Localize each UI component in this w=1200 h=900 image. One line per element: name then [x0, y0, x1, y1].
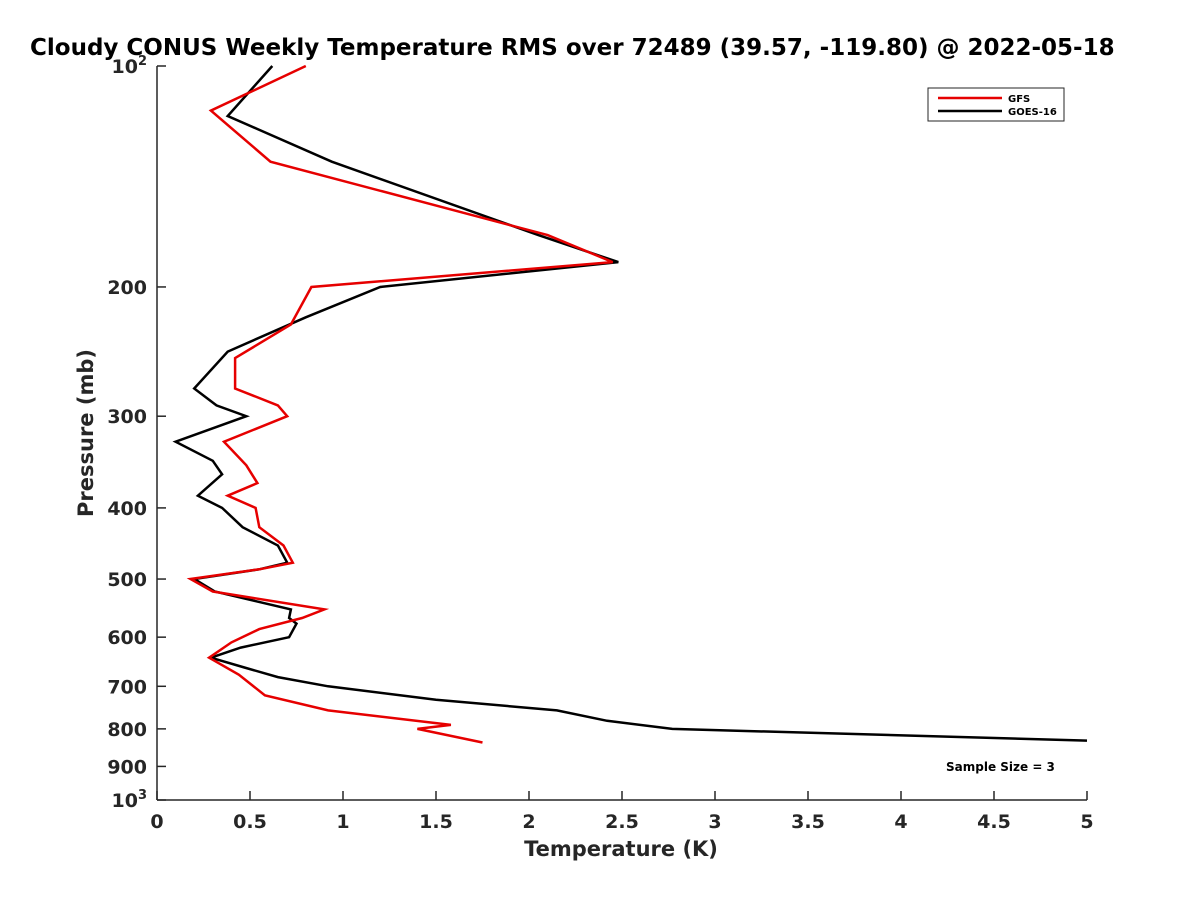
- y-tick-label: 103: [112, 788, 148, 812]
- y-tick-label: 900: [107, 756, 147, 778]
- x-tick-label: 0: [150, 811, 163, 833]
- y-tick-label: 700: [107, 676, 147, 698]
- y-axis-label: Pressure (mb): [74, 349, 98, 517]
- y-tick-label: 300: [107, 406, 147, 428]
- x-ticks: 0 0.5 1 1.5 2 2.5 3 3.5 4 4.5 5: [150, 791, 1094, 833]
- y-tick-label: 400: [107, 498, 147, 520]
- x-tick-label: 2: [522, 811, 535, 833]
- y-tick-label: 500: [107, 569, 147, 591]
- x-tick-label: 1.5: [419, 811, 453, 833]
- legend: GFS GOES-16: [927, 87, 1065, 122]
- y-tick-exponent: 3: [138, 788, 147, 803]
- axes: [156, 66, 1087, 801]
- series-line-gfs: [186, 64, 614, 744]
- x-tick-label: 4: [894, 811, 907, 833]
- x-tick-label: 0.5: [233, 811, 267, 833]
- series-line-goes-16: [172, 65, 1088, 742]
- y-tick-label: 200: [107, 277, 147, 299]
- x-tick-label: 5: [1080, 811, 1093, 833]
- legend-box: [927, 87, 1065, 122]
- chart-title: Cloudy CONUS Weekly Temperature RMS over…: [30, 35, 1115, 61]
- x-tick-label: 4.5: [977, 811, 1011, 833]
- y-tick-label: 600: [107, 627, 147, 649]
- y-tick-label: 102: [112, 54, 148, 78]
- y-tick-base: 10: [112, 790, 138, 812]
- x-axis-label: Temperature (K): [524, 837, 718, 861]
- x-tick-label: 3.5: [791, 811, 825, 833]
- legend-label: GFS: [1008, 94, 1030, 105]
- x-tick-label: 3: [708, 811, 721, 833]
- y-tick-base: 10: [112, 56, 138, 78]
- x-tick-label: 2.5: [605, 811, 639, 833]
- sample-size-annotation: Sample Size = 3: [946, 760, 1055, 774]
- y-tick-exponent: 2: [138, 54, 147, 69]
- legend-label: GOES-16: [1008, 107, 1057, 118]
- series-layer: [172, 64, 1088, 744]
- y-tick-label: 800: [107, 719, 147, 741]
- x-tick-label: 1: [336, 811, 349, 833]
